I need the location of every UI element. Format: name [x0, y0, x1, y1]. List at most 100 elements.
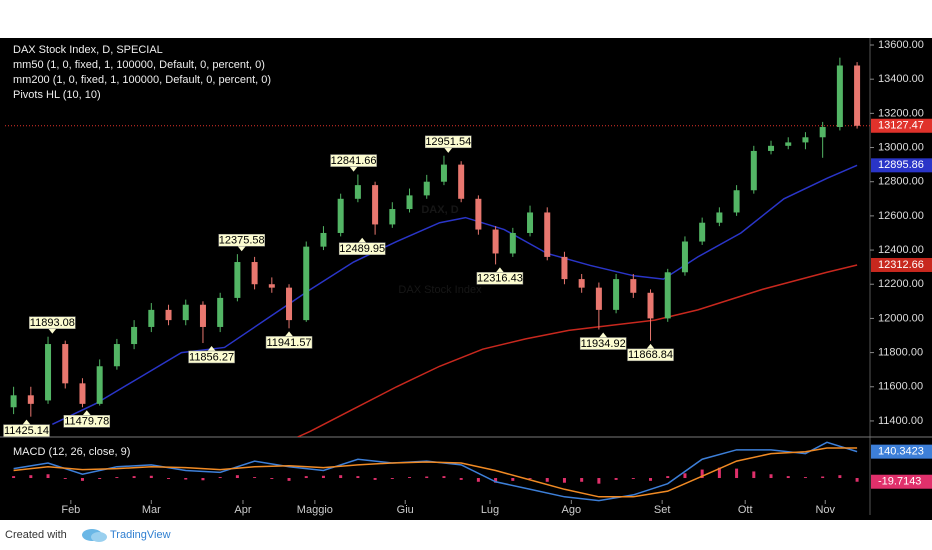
macd-title: MACD (12, 26, close, 9)	[13, 446, 130, 458]
pivot-pointer	[358, 237, 367, 243]
candle-body	[733, 190, 740, 213]
price-tag	[871, 257, 932, 272]
x-tick-label: Ott	[738, 504, 753, 516]
candle-body	[251, 262, 258, 285]
pivot-box	[3, 424, 50, 437]
pivot-pointer	[237, 246, 246, 252]
macd-histogram-bar	[821, 476, 825, 479]
pivot-label: 12951.54	[425, 136, 471, 148]
candle-body	[802, 137, 809, 143]
candle-body	[165, 309, 172, 321]
y-tick-label: 13200.00	[878, 107, 924, 119]
x-tick-label: Maggio	[297, 504, 333, 516]
candle-body	[79, 383, 86, 404]
macd-histogram-bar	[649, 478, 653, 481]
candle-body	[595, 287, 602, 310]
y-tick-label: 13000.00	[878, 141, 924, 153]
candle-body	[217, 297, 224, 327]
pivot-box	[579, 337, 627, 350]
y-tick-label: 11800.00	[878, 346, 923, 358]
candle-body	[785, 142, 792, 146]
candle-body	[303, 246, 310, 321]
macd-histogram-bar	[373, 478, 377, 480]
candle-body	[62, 344, 69, 384]
pivot-label: 11941.57	[266, 337, 311, 349]
candle-body	[96, 366, 103, 404]
macd-histogram-bar	[201, 478, 205, 481]
candle-body	[630, 279, 637, 293]
macd-histogram-bar	[408, 477, 412, 479]
pivot-box	[425, 135, 472, 149]
pivot-label: 12375.58	[219, 235, 265, 247]
pivot-label: 11425.14	[4, 425, 49, 437]
footer-brand[interactable]: TradingView	[110, 529, 171, 541]
y-tick-label: 11600.00	[878, 381, 923, 393]
candle-body	[45, 344, 52, 401]
pivot-label: 11934.92	[581, 338, 626, 350]
macd-histogram-bar	[115, 477, 119, 479]
pivot-pointer	[22, 419, 31, 425]
pivot-pointer	[444, 147, 453, 153]
macd-histogram-bar	[614, 478, 618, 480]
candle-body	[113, 344, 120, 367]
candle-body	[199, 304, 206, 327]
watermark: DAX Stock Index	[398, 284, 482, 296]
x-tick-label: Ago	[562, 504, 582, 516]
y-tick-label: 12800.00	[878, 176, 924, 188]
arrow: ▼	[134, 20, 145, 32]
candle-body	[836, 65, 843, 128]
legend-entry: Pivots HL (10, 10)	[13, 89, 101, 101]
y-tick-label: 13600.00	[878, 39, 924, 51]
macd-histogram-bar	[167, 478, 171, 479]
macd-tag-label: 140.3423	[878, 446, 924, 458]
candle-body	[406, 195, 413, 210]
header-line: Fabiolo published on TradingView.com, Nov…	[5, 3, 352, 15]
macd-histogram-bar	[425, 476, 429, 479]
price-tag-label: 12312.66	[878, 259, 924, 271]
macd-histogram-bar	[46, 474, 50, 479]
macd-histogram-bar	[29, 475, 33, 479]
macd-histogram-bar	[235, 475, 239, 479]
candle-body	[423, 181, 430, 196]
published: published on TradingView.com, November 1…	[45, 3, 352, 15]
macd-histogram-bar	[132, 476, 136, 479]
macd-histogram-bar	[253, 477, 257, 479]
candle-body	[286, 287, 293, 321]
tradingview-logo	[82, 529, 107, 542]
candle-body	[750, 150, 757, 191]
candle-body	[647, 292, 654, 319]
ohlc-label: O:	[235, 20, 247, 32]
x-tick-label: Giu	[397, 504, 414, 516]
pivot-pointer	[48, 328, 57, 334]
pivot-label: 11479.78	[64, 416, 109, 428]
y-tick-label: 13400.00	[878, 73, 924, 85]
candle-body	[131, 326, 138, 345]
price-tag-label: 12895.86	[878, 159, 924, 171]
candle-body	[148, 309, 155, 327]
pivot-box	[265, 336, 313, 349]
candle-body	[544, 212, 551, 257]
macd-histogram-bar	[270, 478, 274, 479]
price-tag-label: 13127.47	[878, 120, 924, 132]
pivot-pointer	[495, 267, 504, 273]
legend-entry: mm50 (1, 0, fixed, 1, 100000, Default, 0…	[13, 59, 265, 71]
legend-entry: DAX Stock Index, D, SPECIAL	[13, 44, 163, 56]
candle-body	[492, 229, 499, 254]
macd-histogram-bar	[149, 475, 153, 479]
macd-histogram-bar	[12, 476, 16, 479]
macd-histogram-bar	[304, 476, 308, 479]
candle-body	[27, 395, 34, 404]
symbol: INDEX:DAX, D	[5, 20, 80, 32]
legend-entry: mm200 (1, 0, fixed, 1, 100000, Default, …	[13, 74, 271, 86]
candle-body	[475, 198, 482, 230]
candle-body	[354, 185, 361, 199]
pivot-pointer	[82, 410, 91, 416]
macd-histogram-bar	[80, 478, 84, 481]
macd-histogram-bar	[562, 478, 566, 483]
footer-created: Created with	[5, 529, 67, 541]
macd-histogram-bar	[528, 478, 532, 479]
macd-histogram-bar	[339, 475, 343, 479]
pivot-label: 11856.27	[189, 351, 234, 363]
macd-histogram-bar	[683, 473, 687, 479]
